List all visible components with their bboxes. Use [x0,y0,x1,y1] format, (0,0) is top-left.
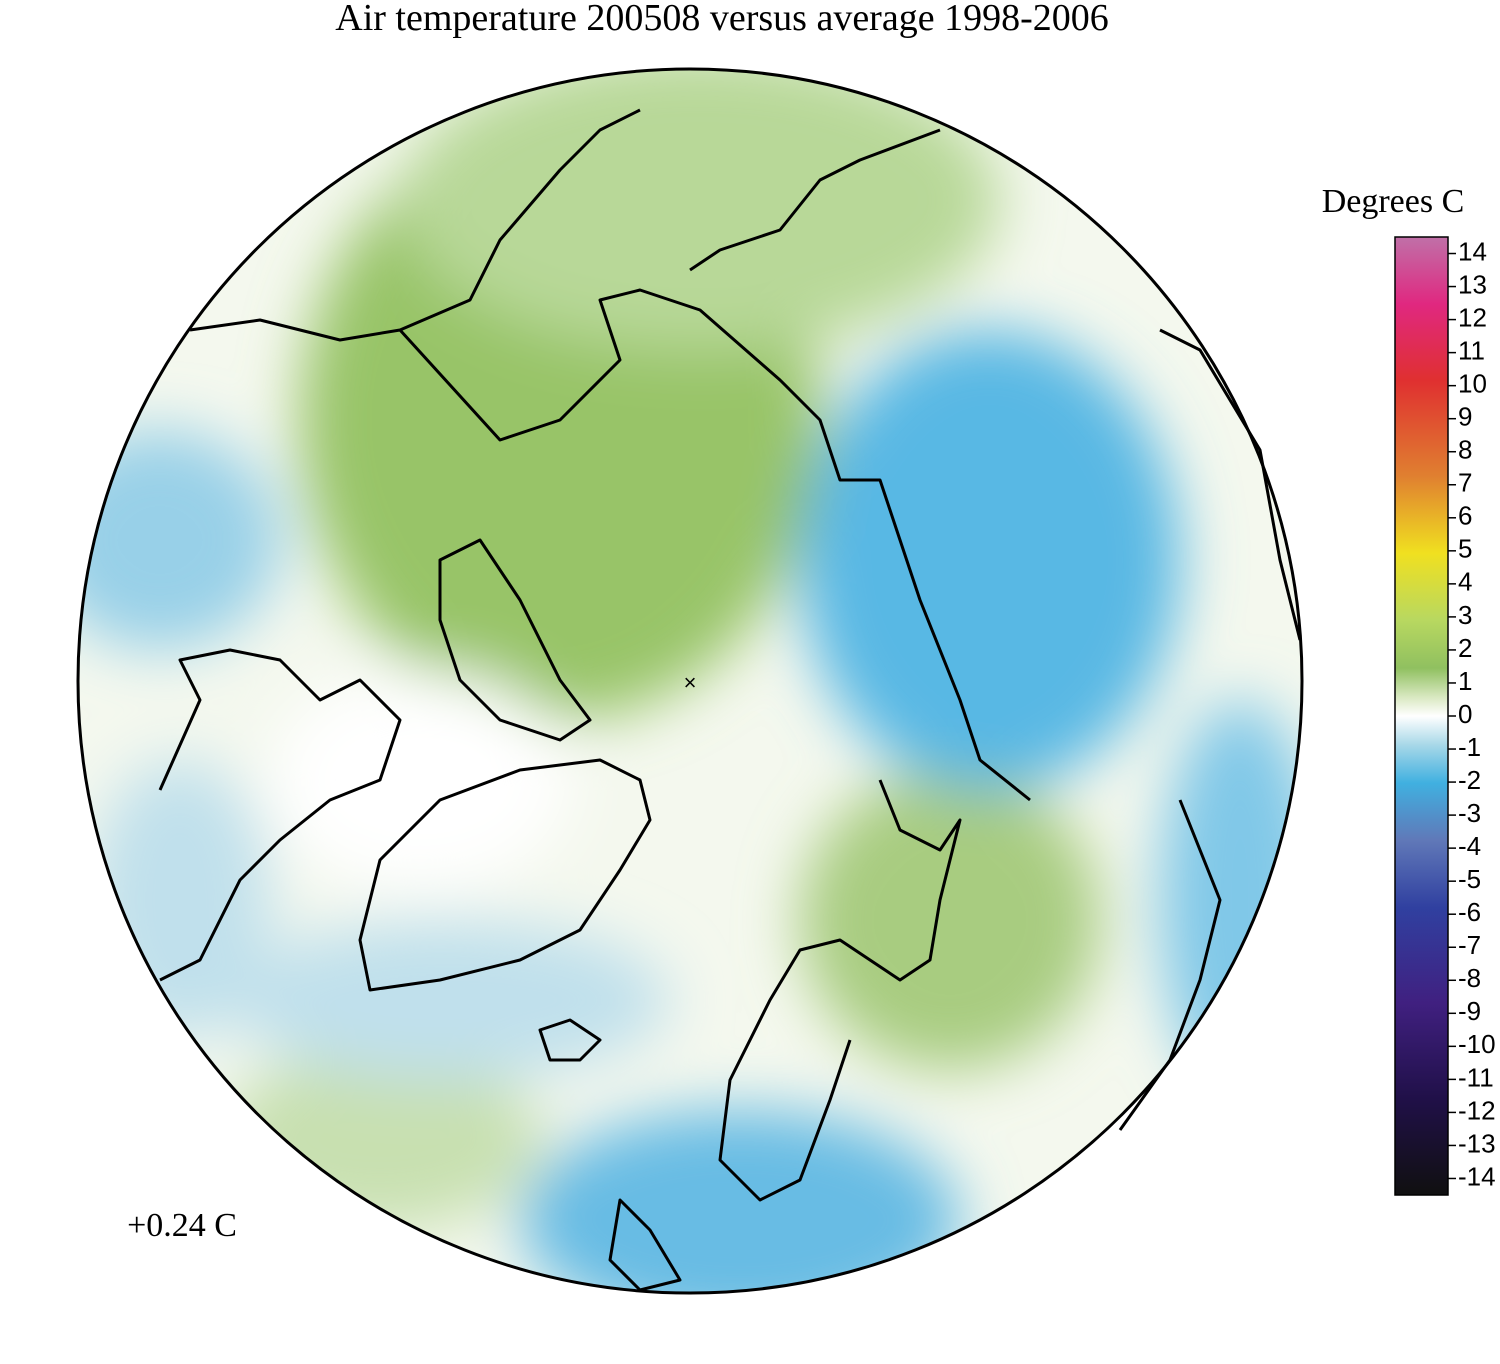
tick-label: 9 [1458,402,1472,432]
tick-label: 13 [1458,269,1487,299]
tick-label: 6 [1458,501,1472,531]
pole-marker: × [684,670,697,695]
tick-label: 10 [1458,369,1487,399]
tick-label: 0 [1458,699,1472,729]
tick-label: -1 [1458,732,1481,762]
tick-label: 12 [1458,302,1487,332]
tick-label: -13 [1458,1128,1496,1158]
tick-label: -10 [1458,1029,1496,1059]
tick-label: -2 [1458,765,1481,795]
tick-label: 1 [1458,666,1472,696]
tick-label: -3 [1458,798,1481,828]
colorbar-ticks: 14131211109876543210-1-2-3-4-5-6-7-8-9-1… [1448,236,1496,1191]
colorbar-label: Degrees C [1322,183,1465,220]
tick-label: 2 [1458,633,1472,663]
tick-label: -7 [1458,930,1481,960]
tick-label: 5 [1458,534,1472,564]
colorbar [1394,236,1449,1196]
tick-label: 14 [1458,236,1487,266]
tick-label: -5 [1458,864,1481,894]
tick-label: 8 [1458,435,1472,465]
tick-label: -12 [1458,1095,1496,1125]
tick-label: -6 [1458,897,1481,927]
temperature-field [78,69,1302,1293]
tick-label: 4 [1458,567,1472,597]
tick-label: -14 [1458,1161,1496,1191]
tick-label: 7 [1458,468,1472,498]
map-border [76,67,1304,1295]
tick-label: -8 [1458,963,1481,993]
tick-label: 3 [1458,600,1472,630]
tick-label: -4 [1458,831,1481,861]
tick-label: -9 [1458,996,1481,1026]
mean-anomaly: +0.24 C [127,1207,237,1244]
tick-label: 11 [1458,335,1485,365]
tick-label: -11 [1458,1062,1494,1092]
map-title: Air temperature 200508 versus average 19… [335,0,1108,39]
